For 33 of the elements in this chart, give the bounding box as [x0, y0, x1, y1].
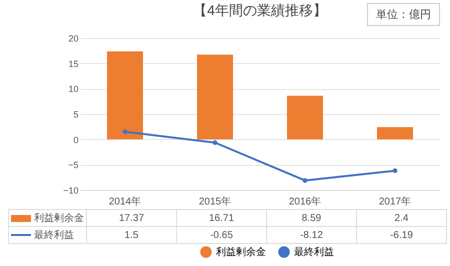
point — [392, 168, 398, 174]
y-tick-label: −5 — [68, 160, 78, 170]
text: 最終利益 — [34, 230, 74, 241]
text: 単位：億円 — [367, 3, 440, 26]
y-tick-label: 0 — [73, 134, 78, 145]
x-tick-label: 2017年 — [378, 196, 412, 208]
y-tick-label: 20 — [68, 34, 78, 44]
point — [212, 140, 218, 145]
legend-label: 最終利益 — [294, 246, 334, 258]
data-label: 2.4 — [356, 210, 446, 226]
x-tick-label: 2016年 — [288, 196, 322, 208]
data-label: 8.59 — [266, 210, 356, 226]
point — [122, 129, 128, 134]
y-tick-label: 10 — [68, 84, 78, 94]
x-tick-label: 2014年 — [108, 196, 142, 208]
x-tick-label: 2015年 — [198, 196, 232, 208]
data-label: -8.12 — [266, 226, 356, 244]
bar — [107, 51, 143, 140]
legend-label: 利益剰余金 — [8, 210, 86, 226]
bar — [197, 54, 233, 140]
data-label: -0.65 — [176, 226, 266, 244]
y-tick-label: 5 — [73, 110, 78, 120]
point — [302, 178, 308, 183]
bar — [377, 127, 413, 140]
data-label: 17.37 — [86, 210, 176, 226]
y-tick-label: 15 — [68, 58, 78, 69]
data-label: 16.71 — [176, 210, 266, 226]
data-label: -6.19 — [356, 226, 446, 244]
y-tick-label: −10 — [63, 186, 78, 196]
bar — [287, 96, 323, 140]
chart-title: 【4年間の業績推移】 — [193, 2, 327, 18]
text: 利益剰余金 — [216, 247, 266, 258]
data-label: 1.5 — [86, 226, 176, 244]
